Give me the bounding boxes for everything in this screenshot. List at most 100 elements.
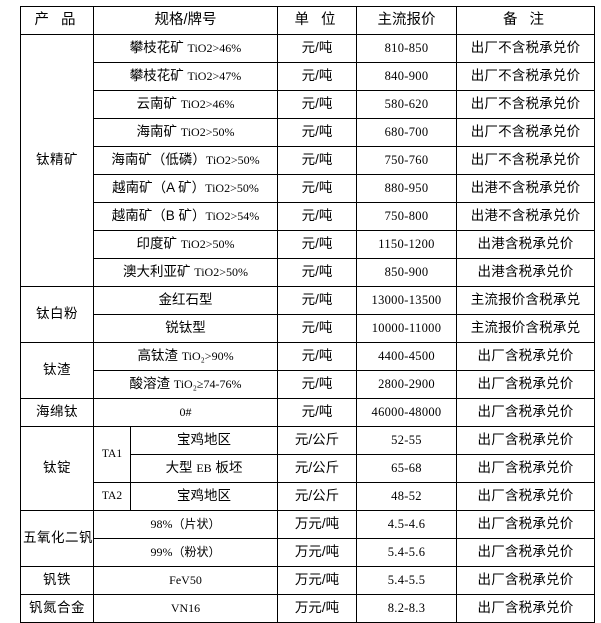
- unit-cell: 元/吨: [277, 90, 357, 119]
- price-cell: 4.5-4.6: [356, 510, 457, 539]
- table-row: 五氧化二钒 98%（片状） 万元/吨 4.5-4.6 出厂含税承兑价: [20, 510, 595, 567]
- remark-cell: 出厂含税承兑价: [456, 370, 595, 399]
- header-grade: 规格/牌号: [93, 6, 278, 35]
- unit-cell: 元/公斤: [277, 426, 357, 455]
- grade-cell: 宝鸡地区: [130, 482, 278, 511]
- table-row: 海南矿（低磷）TiO2>50% 元/吨 750-760 出厂不含税承兑价: [21, 146, 595, 175]
- unit-cell: 元/吨: [277, 174, 357, 203]
- remark-cell: 出厂不含税承兑价: [456, 34, 595, 63]
- grade-cell: 金红石型: [93, 286, 278, 315]
- product-name-cell: 钒铁: [20, 566, 94, 595]
- price-cell: 13000-13500: [356, 286, 457, 315]
- unit-cell: 万元/吨: [277, 538, 357, 567]
- unit-cell: 元/吨: [277, 342, 357, 371]
- unit-cell: 元/公斤: [277, 482, 357, 511]
- grade-cell: 酸溶渣 TiO₂≥74-76%: [93, 370, 278, 399]
- price-cell: 680-700: [356, 118, 457, 147]
- table-row: 钛白粉 金红石型 元/吨 13000-13500 主流报价含税承兑: [20, 286, 595, 343]
- table-row: TA2 宝鸡地区 元/公斤 48-52 出厂含税承兑价: [21, 482, 595, 511]
- remark-cell: 出厂含税承兑价: [456, 426, 595, 455]
- product-name-cell: 钒氮合金: [20, 594, 94, 623]
- remark-cell: 出港不含税承兑价: [456, 174, 595, 203]
- unit-cell: 元/吨: [277, 230, 357, 259]
- table-row: 锐钛型 元/吨 10000-11000 主流报价含税承兑: [21, 314, 595, 343]
- table-row: 海绵钛 0# 元/吨 46000-48000 出厂含税承兑价: [20, 398, 595, 427]
- price-cell: 2800-2900: [356, 370, 457, 399]
- unit-cell: 万元/吨: [277, 510, 357, 539]
- header-product: 产 品: [20, 6, 94, 35]
- grade-cell: 宝鸡地区: [130, 426, 278, 455]
- grade-cell: 越南矿（B 矿）TiO2>54%: [93, 202, 278, 231]
- price-cell: 4400-4500: [356, 342, 457, 371]
- unit-cell: 万元/吨: [277, 594, 357, 623]
- remark-cell: 主流报价含税承兑: [456, 286, 595, 315]
- grade-subgroup-cell: TA2: [93, 482, 131, 511]
- unit-cell: 元/吨: [277, 314, 357, 343]
- remark-cell: 出厂含税承兑价: [456, 482, 595, 511]
- price-cell: 810-850: [356, 34, 457, 63]
- table-row: 钒氮合金 VN16 万元/吨 8.2-8.3 出厂含税承兑价: [20, 594, 595, 623]
- price-cell: 48-52: [356, 482, 457, 511]
- table-row: 钒铁 FeV50 万元/吨 5.4-5.5 出厂含税承兑价: [20, 566, 595, 595]
- remark-cell: 出厂不含税承兑价: [456, 146, 595, 175]
- remark-cell: 出厂含税承兑价: [456, 454, 595, 483]
- header-price: 主流报价: [356, 6, 457, 35]
- unit-cell: 元/吨: [277, 202, 357, 231]
- unit-cell: 元/吨: [277, 146, 357, 175]
- price-cell: 10000-11000: [356, 314, 457, 343]
- grade-cell: 98%（片状）: [93, 510, 278, 539]
- price-cell: 8.2-8.3: [356, 594, 457, 623]
- price-cell: 46000-48000: [356, 398, 457, 427]
- price-cell: 840-900: [356, 62, 457, 91]
- header-row: 产 品 规格/牌号 单 位 主流报价 备 注: [20, 6, 595, 35]
- remark-cell: 出港含税承兑价: [456, 230, 595, 259]
- table-row: 钛渣 高钛渣 TiO₂>90% 元/吨 4400-4500 出厂含税承兑价: [20, 342, 595, 399]
- grade-cell: 0#: [93, 398, 278, 427]
- product-name-cell: 钛渣: [20, 342, 94, 399]
- table-row: 越南矿（A 矿）TiO2>50% 元/吨 880-950 出港不含税承兑价: [21, 174, 595, 203]
- price-cell: 750-800: [356, 202, 457, 231]
- grade-cell: 印度矿 TiO2>50%: [93, 230, 278, 259]
- header-unit: 单 位: [277, 6, 357, 35]
- remark-cell: 主流报价含税承兑: [456, 314, 595, 343]
- grade-cell: 澳大利亚矿 TiO2>50%: [93, 258, 278, 287]
- remark-cell: 出厂含税承兑价: [456, 398, 595, 427]
- titanium-vanadium-price-table: 产 品 规格/牌号 单 位 主流报价 备 注 钛精矿 攀枝花矿 TiO2>46% 元…: [20, 6, 595, 623]
- price-cell: 5.4-5.5: [356, 566, 457, 595]
- product-name-cell: 钛白粉: [20, 286, 94, 343]
- table-row: 攀枝花矿 TiO2>47% 元/吨 840-900 出厂不含税承兑价: [21, 62, 595, 91]
- unit-cell: 元/公斤: [277, 454, 357, 483]
- unit-cell: 元/吨: [277, 118, 357, 147]
- unit-cell: 元/吨: [277, 34, 357, 63]
- grade-cell: 大型 EB 板坯: [130, 454, 278, 483]
- price-cell: 580-620: [356, 90, 457, 119]
- grade-cell: VN16: [93, 594, 278, 623]
- grade-cell: 海南矿（低磷）TiO2>50%: [93, 146, 278, 175]
- product-name-cell: 五氧化二钒: [20, 510, 94, 567]
- grade-cell: 越南矿（A 矿）TiO2>50%: [93, 174, 278, 203]
- remark-cell: 出厂不含税承兑价: [456, 90, 595, 119]
- remark-cell: 出厂含税承兑价: [456, 538, 595, 567]
- price-table-sheet: 产 品 规格/牌号 单 位 主流报价 备 注 钛精矿 攀枝花矿 TiO2>46% 元…: [20, 6, 595, 623]
- remark-cell: 出厂含税承兑价: [456, 594, 595, 623]
- grade-cell: 99%（粉状）: [93, 538, 278, 567]
- grade-cell: 高钛渣 TiO₂>90%: [93, 342, 278, 371]
- remark-cell: 出港含税承兑价: [456, 258, 595, 287]
- table-row: 越南矿（B 矿）TiO2>54% 元/吨 750-800 出港不含税承兑价: [21, 202, 595, 231]
- table-body: 钛精矿 攀枝花矿 TiO2>46% 元/吨 810-850 出厂不含税承兑价 攀枝花矿 T…: [20, 34, 595, 623]
- product-name-cell: 钛锭: [20, 426, 94, 511]
- table-row: 海南矿 TiO2>50% 元/吨 680-700 出厂不含税承兑价: [21, 118, 595, 147]
- table-row: 印度矿 TiO2>50% 元/吨 1150-1200 出港含税承兑价: [21, 230, 595, 259]
- table-row: 99%（粉状） 万元/吨 5.4-5.6 出厂含税承兑价: [21, 538, 595, 567]
- unit-cell: 元/吨: [277, 258, 357, 287]
- grade-cell: 攀枝花矿 TiO2>46%: [93, 34, 278, 63]
- table-row: 大型 EB 板坯 元/公斤 65-68 出厂含税承兑价: [21, 454, 595, 483]
- grade-cell: 锐钛型: [93, 314, 278, 343]
- unit-cell: 元/吨: [277, 398, 357, 427]
- table-row: 钛锭 TA1 宝鸡地区 元/公斤 52-55 出厂含税承兑价: [20, 426, 595, 511]
- grade-subgroup-cell: TA1: [93, 426, 131, 483]
- table-row: 澳大利亚矿 TiO2>50% 元/吨 850-900 出港含税承兑价: [21, 258, 595, 287]
- price-cell: 750-760: [356, 146, 457, 175]
- unit-cell: 元/吨: [277, 286, 357, 315]
- grade-cell: 云南矿 TiO2>46%: [93, 90, 278, 119]
